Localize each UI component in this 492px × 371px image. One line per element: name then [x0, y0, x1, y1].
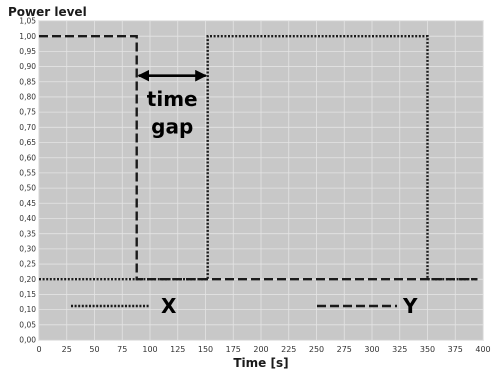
y-tick-label: 0,75 — [19, 108, 36, 117]
y-tick-label: 0,60 — [19, 153, 36, 162]
x-tick-label: 100 — [142, 345, 157, 354]
x-tick-label: 50 — [89, 345, 99, 354]
time-gap-annotation: time gap — [137, 69, 207, 138]
time-gap-label: gap — [151, 114, 193, 138]
y-tick-label: 0,55 — [19, 169, 36, 178]
time-gap-label: time — [147, 87, 198, 111]
x-tick-label: 225 — [281, 345, 296, 354]
y-tick-label: 1,00 — [19, 32, 36, 41]
legend-label-y: Y — [402, 294, 418, 318]
y-tick-label: 0,50 — [19, 184, 36, 193]
series-lines — [39, 35, 478, 281]
y-axis-label: Power level — [8, 5, 87, 19]
y-tick-label: 0,35 — [19, 229, 36, 238]
x-tick-label: 375 — [448, 345, 463, 354]
x-tick-label: 75 — [117, 345, 127, 354]
y-tick-label: 0,95 — [19, 47, 36, 56]
series-line-y — [39, 35, 478, 281]
y-tick-label: 0,20 — [19, 275, 36, 284]
x-tick-label: 325 — [392, 345, 407, 354]
x-tick-label: 275 — [337, 345, 352, 354]
y-tick-label: 0,65 — [19, 138, 36, 147]
x-tick-label: 0 — [36, 345, 41, 354]
x-tick-label: 125 — [170, 345, 185, 354]
x-axis-label: Time [s] — [233, 356, 288, 370]
y-tick-labels: 0,00 0,05 0,10 0,15 0,20 0,25 0,30 0,35 0,40 0,45… — [19, 17, 36, 345]
y-tick-label: 0,05 — [19, 320, 36, 329]
y-tick-label: 0,25 — [19, 260, 36, 269]
y-tick-label: 0,30 — [19, 244, 36, 253]
x-tick-label: 25 — [62, 345, 72, 354]
y-tick-label: 0,10 — [19, 305, 36, 314]
legend-label-x: X — [161, 294, 177, 318]
y-tick-label: 0,45 — [19, 199, 36, 208]
x-tick-label: 150 — [198, 345, 213, 354]
x-tick-label: 250 — [309, 345, 324, 354]
y-tick-label: 1,05 — [19, 17, 36, 26]
x-tick-labels: 0 25 50 75 100 125 150 175 200 225 250 275 300 325 350… — [36, 345, 490, 354]
x-tick-label: 200 — [253, 345, 268, 354]
x-tick-label: 400 — [475, 345, 490, 354]
y-tick-label: 0,85 — [19, 77, 36, 86]
x-tick-label: 175 — [226, 345, 241, 354]
y-tick-label: 0,40 — [19, 214, 36, 223]
y-tick-label: 0,15 — [19, 290, 36, 299]
y-tick-label: 0,00 — [19, 336, 36, 345]
y-tick-label: 0,70 — [19, 123, 36, 132]
y-tick-label: 0,90 — [19, 62, 36, 71]
y-tick-label: 0,80 — [19, 93, 36, 102]
x-tick-label: 300 — [364, 345, 379, 354]
x-tick-label: 350 — [420, 345, 435, 354]
